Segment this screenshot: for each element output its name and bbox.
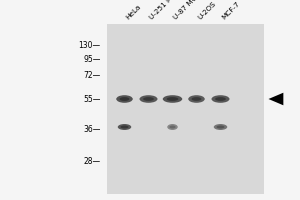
Ellipse shape (163, 95, 182, 103)
Text: HeLa: HeLa (124, 4, 142, 21)
Ellipse shape (116, 95, 133, 103)
Ellipse shape (217, 126, 224, 129)
Text: MCF-7: MCF-7 (220, 1, 241, 21)
Ellipse shape (119, 97, 130, 101)
Text: 130—: 130— (78, 40, 100, 49)
Ellipse shape (215, 97, 226, 101)
FancyBboxPatch shape (106, 24, 264, 194)
Text: U-251 MG: U-251 MG (148, 0, 178, 21)
Polygon shape (268, 93, 284, 105)
Ellipse shape (167, 124, 178, 130)
Ellipse shape (143, 97, 154, 101)
Ellipse shape (188, 95, 205, 103)
Ellipse shape (121, 126, 129, 129)
Text: 36—: 36— (83, 124, 100, 134)
Ellipse shape (191, 97, 202, 101)
Text: 55—: 55— (83, 95, 100, 104)
Ellipse shape (214, 124, 227, 130)
Text: 28—: 28— (83, 158, 100, 166)
Ellipse shape (212, 95, 230, 103)
Text: U-87 MG: U-87 MG (172, 0, 199, 21)
Ellipse shape (169, 126, 176, 129)
Ellipse shape (118, 124, 131, 130)
Ellipse shape (140, 95, 158, 103)
Text: 95—: 95— (83, 55, 100, 64)
Ellipse shape (167, 97, 178, 101)
Text: U-2OS: U-2OS (196, 1, 217, 21)
Text: 72—: 72— (83, 71, 100, 79)
